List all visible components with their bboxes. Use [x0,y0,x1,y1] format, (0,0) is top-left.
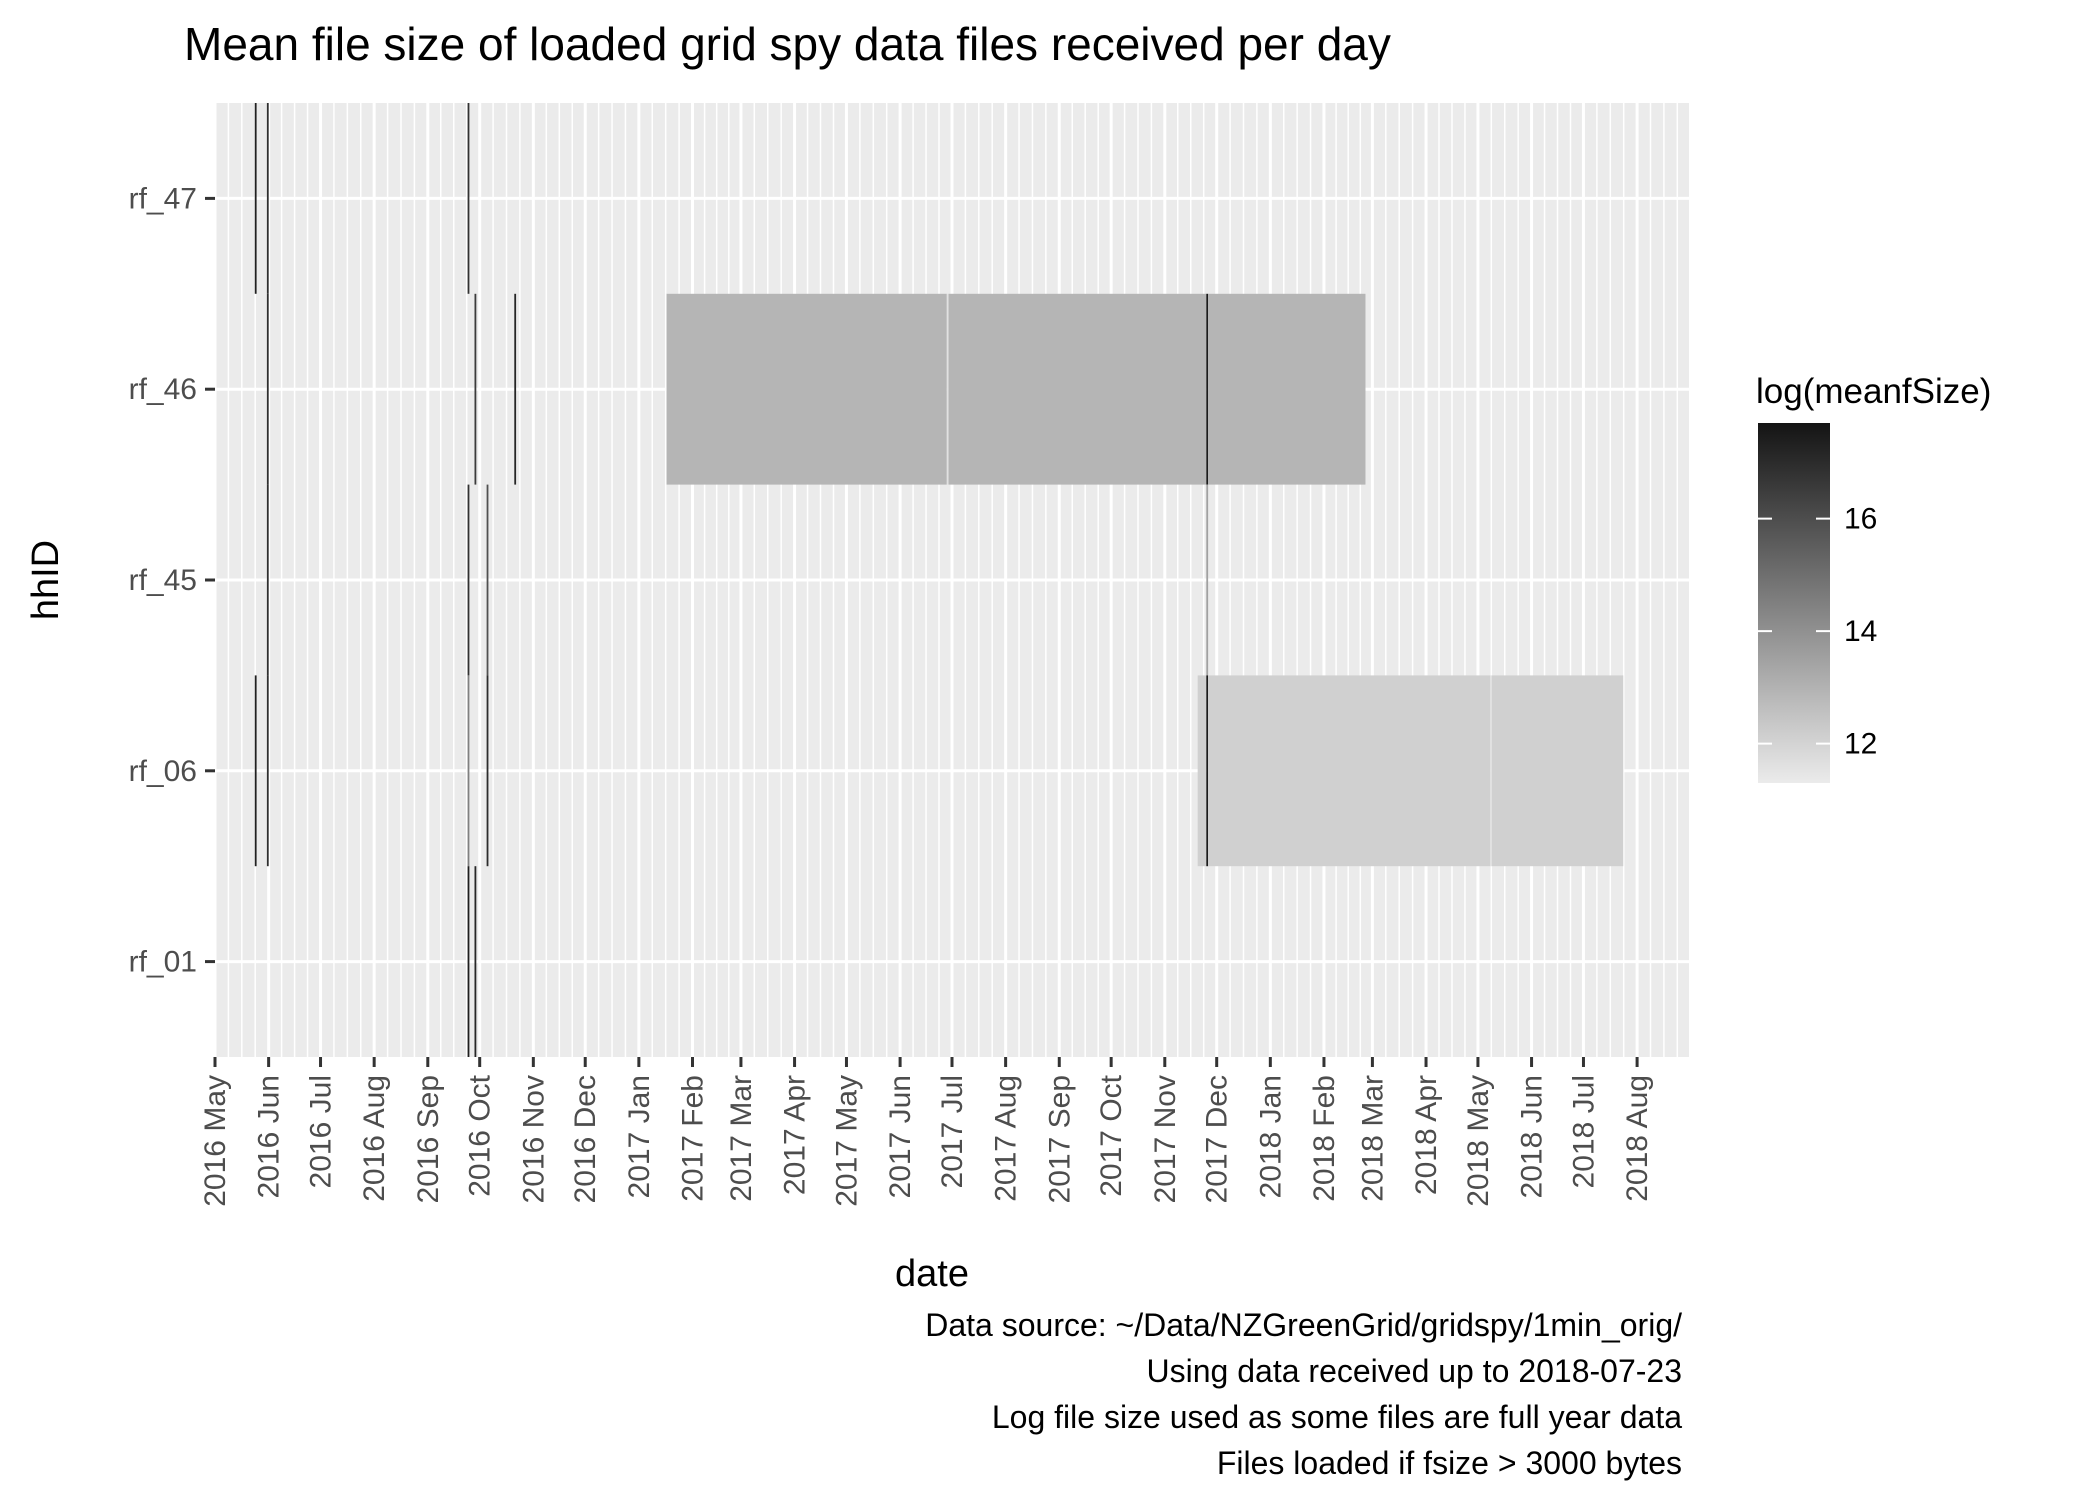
legend-tick-label: 14 [1844,615,1877,648]
x-tick-label: 2017 May [830,1075,863,1207]
caption-line: Files loaded if fsize > 3000 bytes [1217,1445,1682,1481]
x-tick-label: 2018 May [1462,1075,1495,1207]
heatmap-tile [467,866,470,1057]
y-tick-label: rf_47 [129,182,197,215]
heatmap-tile [1208,293,1366,485]
x-tick-label: 2017 Apr [779,1075,812,1195]
heatmap-tile [467,103,470,294]
caption: Data source: ~/Data/NZGreenGrid/gridspy/… [925,1307,1682,1481]
heatmap-tile [514,293,517,485]
heatmap-tile [467,484,470,676]
legend-tick-label: 16 [1844,503,1877,536]
legend-tick-label: 12 [1844,728,1877,761]
heatmap-tile [1206,484,1209,676]
x-tick-label: 2017 Aug [990,1075,1023,1202]
heatmap-tile [266,103,269,294]
heatmap-tile [467,675,470,867]
heatmap-tile [266,293,269,485]
heatmap-tile [474,293,477,485]
heatmap-tile [474,866,477,1057]
x-axis-title: date [895,1253,969,1295]
x-tick-label: 2016 May [199,1075,232,1207]
x-tick-label: 2016 Aug [358,1075,391,1202]
x-tick-label: 2016 Nov [517,1075,550,1203]
heatmap-tile [1197,675,1207,867]
x-tick-label: 2016 Jul [305,1075,338,1188]
legend-ticks: 12 14 16 [1758,503,1877,761]
heatmap-tile [946,293,949,485]
x-tick-label: 2017 Mar [725,1075,758,1202]
x-tick-label: 2017 Feb [676,1075,709,1202]
x-tick-label: 2018 Apr [1410,1075,1443,1195]
caption-line: Using data received up to 2018-07-23 [1147,1353,1682,1389]
x-tick-label: 2018 Jul [1567,1075,1600,1188]
x-tick-label: 2016 Sep [412,1075,445,1203]
heatmap-tile [266,675,269,867]
x-tick-label: 2017 Nov [1149,1075,1182,1203]
heatmap-tiles [254,103,1624,1057]
caption-line: Data source: ~/Data/NZGreenGrid/gridspy/… [925,1307,1682,1343]
heatmap-tile [666,293,947,485]
heatmap-tile [254,675,257,867]
x-tick-label: 2017 Oct [1095,1074,1128,1196]
x-tick-label: 2017 Jan [623,1075,656,1198]
heatmap-tile [486,675,489,867]
y-tick-label: rf_46 [129,373,197,406]
x-tick-label: 2018 Feb [1308,1075,1341,1202]
legend-colorbar [1758,423,1830,783]
x-tick-label: 2018 Jun [1516,1075,1549,1198]
chart-title: Mean file size of loaded grid spy data f… [184,18,1391,70]
legend: log(meanfSize) 12 14 16 [1756,372,1991,783]
x-tick-label: 2016 Oct [464,1074,497,1196]
heatmap-tile [1490,675,1492,867]
legend-title: log(meanfSize) [1756,372,1991,411]
y-axis-title: hhID [25,540,67,620]
x-tick-label: 2017 Jun [884,1075,917,1198]
heatmap-tile [254,103,257,294]
y-tick-label: rf_06 [129,755,197,788]
heatmap-tile [1491,675,1624,867]
y-tick-label: rf_45 [129,564,197,597]
x-axis: 2016 May 2016 Jun 2016 Jul 2016 Aug 2016 Sep… [199,1057,1654,1207]
x-tick-label: 2018 Aug [1621,1075,1654,1202]
x-tick-label: 2017 Jul [936,1075,969,1188]
y-tick-label: rf_01 [129,946,197,979]
x-tick-label: 2017 Dec [1201,1075,1234,1203]
heatmap-tile [948,293,1207,485]
heatmap-tile [1206,293,1209,485]
heatmap-tile [1208,675,1491,867]
heatmap-tile [1206,675,1209,867]
x-tick-label: 2017 Sep [1043,1075,1076,1203]
x-tick-label: 2016 Jun [253,1075,286,1198]
x-tick-label: 2018 Jan [1254,1075,1287,1198]
heatmap-tile [266,484,269,676]
caption-line: Log file size used as some files are ful… [992,1399,1682,1435]
heatmap-tile [486,484,489,676]
x-tick-label: 2018 Mar [1356,1075,1389,1202]
x-tick-label: 2016 Dec [569,1075,602,1203]
y-axis: rf_01 rf_06 rf_45 rf_46 rf_47 [129,182,215,979]
